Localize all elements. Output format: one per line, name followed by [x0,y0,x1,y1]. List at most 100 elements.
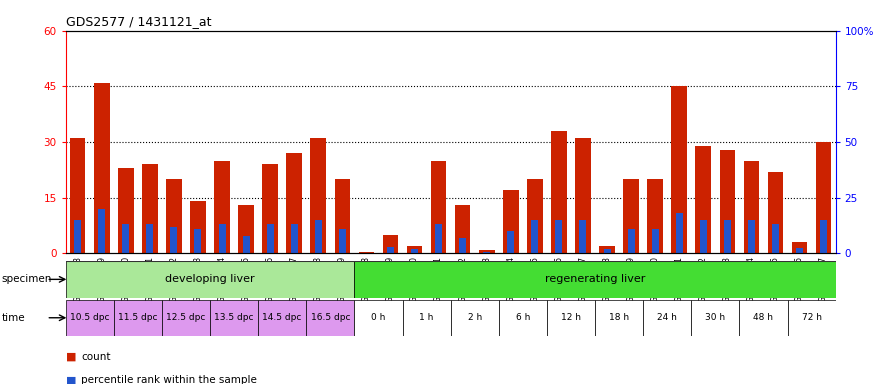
Bar [66,261,354,298]
Bar [527,179,542,253]
Bar [411,249,418,253]
Bar [767,172,783,253]
Bar [744,161,760,253]
Text: 12 h: 12 h [561,313,581,322]
Bar [816,142,831,253]
Bar [214,161,230,253]
Bar [820,220,827,253]
Bar [382,235,398,253]
Bar [556,220,563,253]
Bar [691,300,739,336]
Bar [792,242,808,253]
Bar [387,247,394,253]
Bar [676,214,682,253]
Bar [575,138,591,253]
Bar [286,153,302,253]
Text: 0 h: 0 h [371,313,386,322]
Bar [70,138,86,253]
Text: 1 h: 1 h [419,313,434,322]
Text: GDS2577 / 1431121_at: GDS2577 / 1431121_at [66,15,211,28]
Bar [219,225,226,253]
Bar [290,225,298,253]
Bar [166,179,182,253]
Bar [623,179,639,253]
Text: developing liver: developing liver [165,274,255,285]
Bar [451,300,499,336]
Text: 6 h: 6 h [515,313,530,322]
Text: 10.5 dpc: 10.5 dpc [70,313,109,322]
Text: 48 h: 48 h [753,313,774,322]
Text: specimen: specimen [2,274,52,285]
Bar [194,229,201,253]
Bar [306,300,354,336]
Bar [190,202,206,253]
Bar [146,225,153,253]
Bar [643,300,691,336]
Bar [66,300,114,336]
Text: 16.5 dpc: 16.5 dpc [311,313,350,322]
Text: 13.5 dpc: 13.5 dpc [214,313,254,322]
Bar [551,131,567,253]
Bar [267,225,274,253]
Bar [652,229,659,253]
Bar [627,229,634,253]
Bar [531,220,538,253]
Bar [123,225,130,253]
Text: ■: ■ [66,375,76,384]
Bar [479,250,494,253]
Bar [94,83,109,253]
Bar [724,220,731,253]
Bar [339,229,346,253]
Bar [402,300,451,336]
Bar [354,300,402,336]
Bar [499,300,547,336]
Bar [162,300,210,336]
Bar [455,205,471,253]
Text: 12.5 dpc: 12.5 dpc [166,313,206,322]
Text: 24 h: 24 h [657,313,677,322]
Bar [599,246,615,253]
Bar [407,246,423,253]
Bar [748,220,755,253]
Bar [435,225,442,253]
Bar [114,300,162,336]
Bar [242,236,249,253]
Bar [238,205,254,253]
Text: 11.5 dpc: 11.5 dpc [118,313,158,322]
Text: percentile rank within the sample: percentile rank within the sample [81,375,257,384]
Bar [503,190,519,253]
Bar [142,164,158,253]
Bar [507,231,514,253]
Bar [772,225,779,253]
Bar [700,220,707,253]
Bar [171,227,178,253]
Bar [579,220,586,253]
Bar [739,300,788,336]
Bar [311,138,326,253]
Text: 2 h: 2 h [467,313,482,322]
Bar [359,252,374,253]
Bar [74,220,81,253]
Bar [604,249,611,253]
Text: time: time [2,313,25,323]
Bar [334,179,350,253]
Bar [315,220,322,253]
Bar [796,248,803,253]
Bar [648,179,663,253]
Bar [430,161,446,253]
Bar [671,86,687,253]
Bar [118,168,134,253]
Bar [483,252,490,253]
Text: 14.5 dpc: 14.5 dpc [262,313,302,322]
Text: regenerating liver: regenerating liver [545,274,645,285]
Text: ■: ■ [66,352,76,362]
Bar [98,209,105,253]
Bar [210,300,258,336]
Text: 18 h: 18 h [609,313,629,322]
Bar [595,300,643,336]
Text: 30 h: 30 h [705,313,725,322]
Bar [547,300,595,336]
Bar [354,261,836,298]
Bar [459,238,466,253]
Text: count: count [81,352,111,362]
